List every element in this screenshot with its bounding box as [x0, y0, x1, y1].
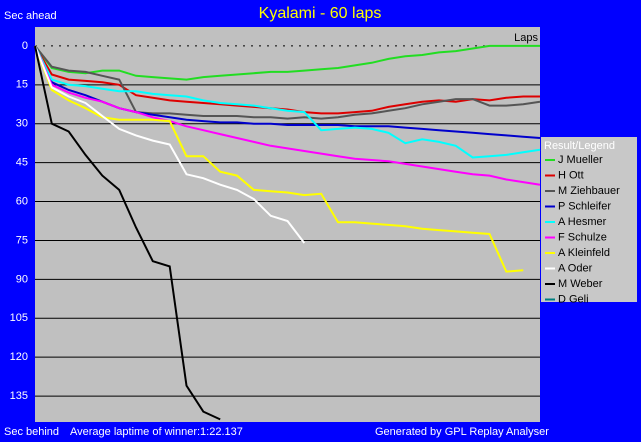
y-tick-label: 60 — [16, 195, 28, 207]
legend-label: A Oder — [558, 262, 593, 274]
y-tick-label: 15 — [16, 79, 28, 91]
y-tick-label: 30 — [16, 118, 28, 130]
y-tick-label: 0 — [22, 40, 28, 52]
legend-label: F Schulze — [558, 231, 607, 243]
y-tick-label: 105 — [10, 312, 28, 324]
series-line — [34, 45, 541, 186]
y-tick-label: 120 — [10, 351, 28, 363]
y-tick-label: 45 — [16, 157, 28, 169]
legend-title: Result/Legend — [544, 140, 615, 152]
y-tick-label: 135 — [10, 390, 28, 402]
legend-label: D Geli — [558, 293, 589, 305]
legend-label: M Ziehbauer — [558, 185, 620, 197]
series-line — [34, 45, 221, 421]
series-line — [34, 45, 541, 120]
legend-label: P Schleifer — [558, 200, 611, 212]
legend-label: M Weber — [558, 278, 603, 290]
footer-left: Average laptime of winner:1:22.137 — [70, 426, 243, 438]
legend-box — [541, 137, 637, 302]
legend-label: A Kleinfeld — [558, 247, 610, 259]
series-line — [34, 45, 541, 159]
footer-right: Generated by GPL Replay Analyser — [375, 426, 549, 438]
y-tick-label: 90 — [16, 273, 28, 285]
y-tick-label: 75 — [16, 234, 28, 246]
series-line — [34, 45, 524, 273]
chart-title: Kyalami - 60 laps — [259, 5, 382, 22]
series-line — [34, 45, 540, 115]
series-line — [34, 45, 306, 244]
y-label-bottom: Sec behind — [4, 426, 59, 438]
x-label: Laps — [514, 32, 538, 44]
legend-label: H Ott — [558, 169, 584, 181]
legend-label: A Hesmer — [558, 216, 607, 228]
y-label-top: Sec ahead — [4, 10, 57, 22]
series-line — [34, 44, 540, 81]
legend-label: J Mueller — [558, 154, 603, 166]
plot-area — [35, 27, 540, 422]
